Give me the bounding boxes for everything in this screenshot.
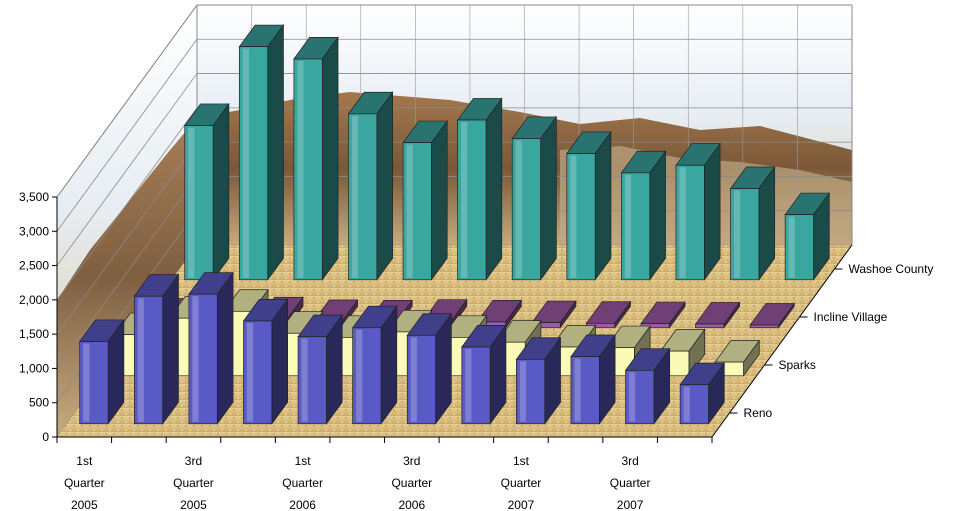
bar-reno-2 bbox=[134, 275, 178, 424]
y-tick-label: 1,500 bbox=[19, 327, 49, 341]
bar-washoe-county-11 bbox=[731, 167, 775, 280]
x-tick-label-line: 1st bbox=[513, 454, 530, 468]
x-tick-label-line: 2007 bbox=[617, 498, 644, 511]
x-tick-label-line: 3rd bbox=[403, 454, 420, 468]
x-tick-label-line: 3rd bbox=[185, 454, 202, 468]
x-axis-ticks: 1st Quarter 2005 3rd Quarter 2005 1st Quarter 20… bbox=[57, 437, 712, 511]
x-tick-label-line: Quarter bbox=[282, 476, 323, 490]
x-tick-label-line: Quarter bbox=[64, 476, 105, 490]
y-tick-label: 500 bbox=[29, 396, 49, 410]
x-tick-label-line: Quarter bbox=[501, 476, 542, 490]
x-tick-label-line: 3rd bbox=[621, 454, 638, 468]
x-tick-label-line: Quarter bbox=[610, 476, 651, 490]
bar-washoe-county-10 bbox=[676, 144, 720, 280]
bar-reno-9 bbox=[516, 338, 560, 424]
x-tick-label: 3rd Quarter 2007 bbox=[610, 454, 651, 511]
bar-washoe-county-9 bbox=[621, 151, 665, 280]
bar-washoe-county-8 bbox=[567, 132, 611, 280]
x-tick-label-line: 1st bbox=[76, 454, 93, 468]
x-tick-label-line: Quarter bbox=[173, 476, 214, 490]
bar-reno-1 bbox=[80, 320, 124, 424]
bar-washoe-county-12 bbox=[785, 193, 829, 280]
series-label: Incline Village bbox=[814, 310, 888, 324]
x-tick-label-line: 2006 bbox=[398, 498, 425, 511]
bar-reno-3 bbox=[189, 273, 233, 424]
bar-washoe-county-7 bbox=[512, 117, 556, 280]
y-tick-label: 2,000 bbox=[19, 293, 49, 307]
x-tick-label-line: Quarter bbox=[391, 476, 432, 490]
x-tick-label-line: 2007 bbox=[508, 498, 535, 511]
y-axis-ticks: 0 500 1,000 1,500 2,000 2,500 3,000 3,500 bbox=[19, 190, 57, 444]
series-label: Sparks bbox=[779, 358, 816, 372]
bar-washoe-county-4 bbox=[348, 92, 392, 280]
bar-reno-6 bbox=[353, 306, 397, 424]
x-tick-label-line: 2005 bbox=[180, 498, 207, 511]
series-label: Washoe County bbox=[849, 262, 934, 276]
y-tick-label: 3,500 bbox=[19, 190, 49, 204]
bar-washoe-county-1 bbox=[185, 104, 229, 280]
bar-reno-10 bbox=[571, 335, 615, 424]
bar-washoe-county-5 bbox=[403, 121, 447, 280]
bar-reno-7 bbox=[407, 314, 451, 424]
x-tick-label-line: 2006 bbox=[289, 498, 316, 511]
bar-reno-8 bbox=[462, 325, 506, 423]
x-tick-label: 3rd Quarter 2006 bbox=[391, 454, 432, 511]
y-tick-label: 3,000 bbox=[19, 224, 49, 238]
bar-washoe-county-6 bbox=[458, 98, 502, 279]
x-tick-label: 1st Quarter 2005 bbox=[64, 454, 105, 511]
y-tick-label: 2,500 bbox=[19, 259, 49, 273]
bar-reno-5 bbox=[298, 315, 342, 424]
x-tick-label: 1st Quarter 2007 bbox=[501, 454, 542, 511]
bar-washoe-county-3 bbox=[294, 37, 338, 279]
y-tick-label: 0 bbox=[42, 430, 49, 444]
series-label: Reno bbox=[744, 406, 773, 420]
x-tick-label: 1st Quarter 2006 bbox=[282, 454, 323, 511]
x-tick-label-line: 1st bbox=[295, 454, 312, 468]
x-tick-label: 3rd Quarter 2005 bbox=[173, 454, 214, 511]
bar-reno-4 bbox=[243, 299, 287, 423]
bar-washoe-county-2 bbox=[239, 25, 283, 280]
y-tick-label: 1,000 bbox=[19, 361, 49, 375]
x-tick-label-line: 2005 bbox=[71, 498, 98, 511]
